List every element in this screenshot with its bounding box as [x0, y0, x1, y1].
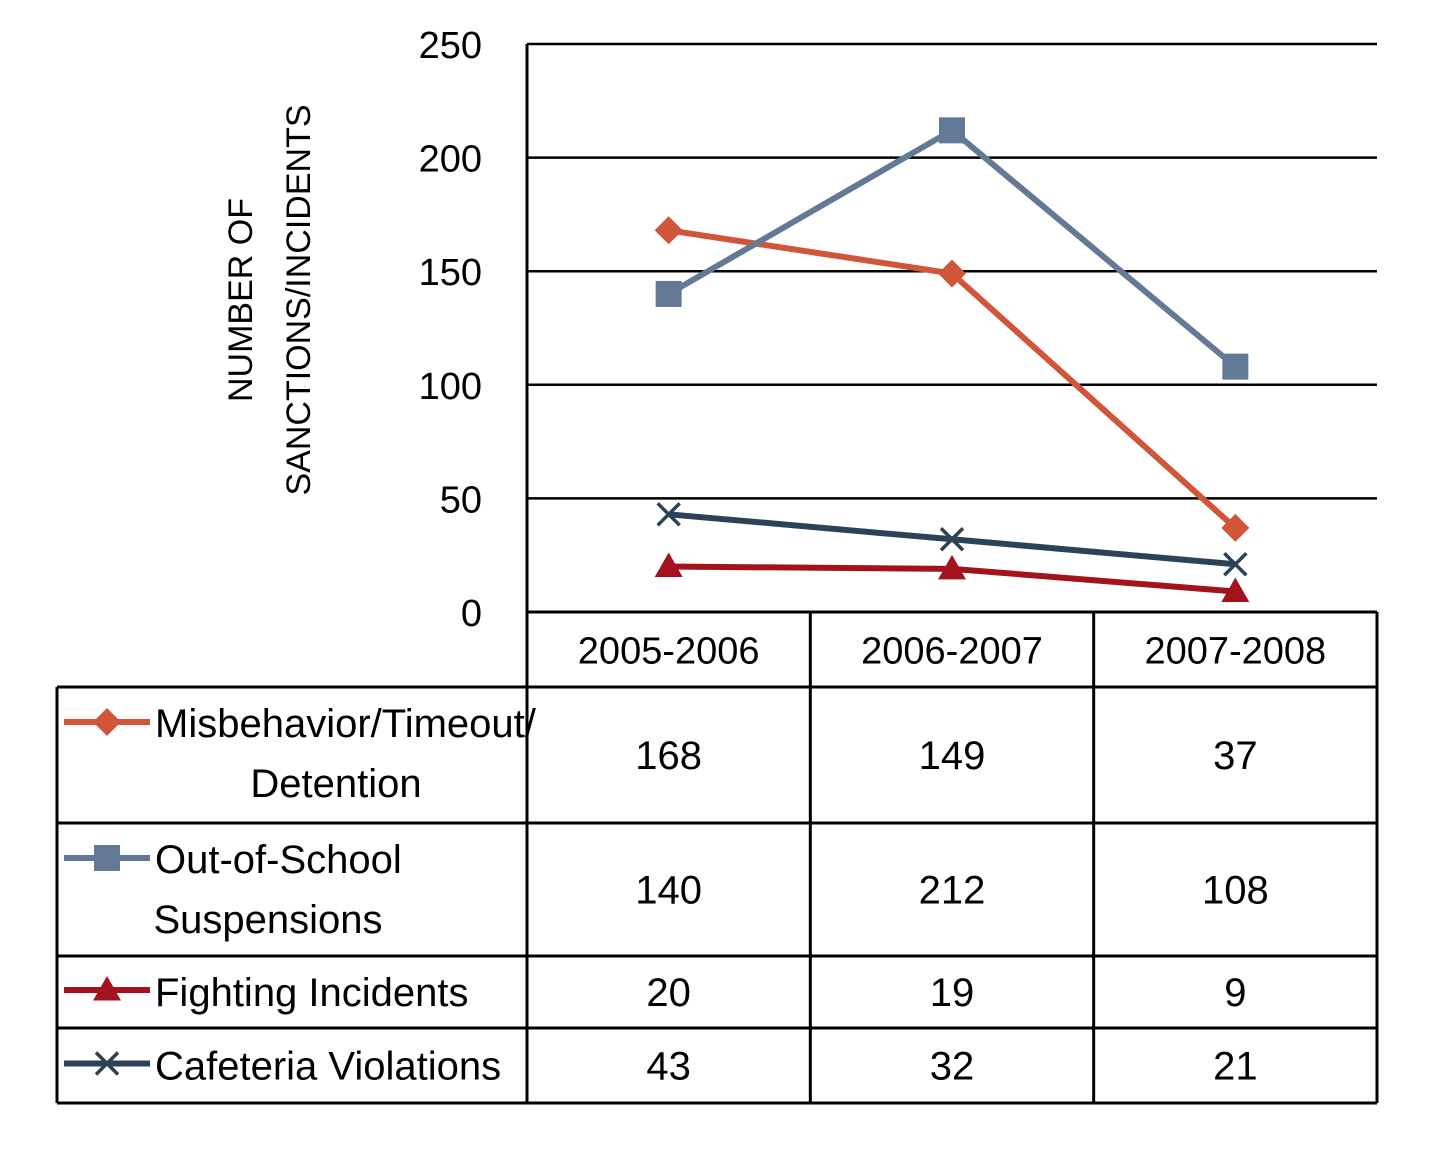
marker-triangle: [654, 552, 683, 578]
marker-diamond: [93, 708, 121, 736]
marker-square: [655, 280, 682, 307]
series-name: Detention: [250, 762, 421, 806]
legend-key: [64, 1051, 150, 1076]
series-layer: [654, 117, 1250, 603]
y-tick-label: 250: [419, 25, 482, 67]
y-axis-label-line: NUMBER OF: [222, 198, 260, 402]
category-label: 2006-2007: [861, 631, 1043, 673]
series-name: Out-of-School: [155, 838, 402, 882]
y-tick-label: 100: [419, 366, 482, 408]
table-cell-value: 43: [646, 1045, 691, 1089]
y-tick-label: 50: [440, 479, 482, 521]
table-cell-value: 37: [1213, 734, 1258, 778]
series-2: [654, 552, 1250, 603]
table-cell-value: 21: [1213, 1045, 1258, 1089]
y-tick-label: 0: [461, 593, 482, 635]
series-name: Misbehavior/Timeout/: [155, 702, 537, 746]
label-layer: NUMBER OF SANCTIONS/INCIDENTS: [222, 104, 318, 495]
legend-key: [64, 845, 150, 871]
series-name: Suspensions: [153, 898, 382, 942]
series-1: [655, 117, 1249, 380]
marker-x-stroke: [1223, 552, 1248, 577]
marker-diamond: [654, 216, 683, 245]
marker-triangle: [1221, 577, 1250, 603]
marker-square: [1222, 353, 1249, 380]
table-cell-value: 9: [1224, 971, 1246, 1015]
axis-layer: 0 50 100 150 200 250: [419, 25, 529, 1103]
series-line: [667, 127, 1238, 369]
table-cell-value: 168: [635, 734, 702, 778]
marker-x: [939, 527, 965, 552]
table-cell-value: 212: [919, 869, 986, 913]
marker-x: [94, 1051, 120, 1076]
table-cell-value: 108: [1202, 869, 1269, 913]
table-cell-value: 149: [919, 734, 986, 778]
marker-x-stroke: [94, 1051, 120, 1076]
legend-key: [64, 708, 150, 736]
marker-x-stroke: [656, 502, 681, 527]
marker-square: [939, 117, 965, 144]
marker-diamond: [1221, 513, 1250, 542]
y-tick-label: 150: [419, 252, 482, 294]
category-label: 2005-2006: [578, 631, 760, 673]
y-tick-label: 200: [419, 139, 482, 181]
data-table: 2005-2006 2006-2007 2007-2008 Misbehavior/T…: [55, 610, 1379, 1105]
table-cell-value: 20: [646, 971, 691, 1015]
marker-x: [656, 502, 681, 527]
marker-diamond: [938, 259, 966, 288]
series-0: [654, 216, 1250, 542]
legend-key: [64, 976, 150, 1001]
category-label: 2007-2008: [1144, 631, 1326, 673]
table-cell-value: 32: [930, 1045, 975, 1089]
marker-triangle: [938, 554, 966, 580]
table-cell-value: 19: [930, 971, 975, 1015]
table-cell-value: 140: [635, 869, 702, 913]
marker-x: [1223, 552, 1248, 577]
series-name: Cafeteria Violations: [155, 1045, 501, 1089]
marker-square: [94, 845, 120, 871]
marker-triangle: [93, 976, 121, 1001]
marker-x-stroke: [939, 527, 965, 552]
series-name: Fighting Incidents: [155, 971, 469, 1015]
y-axis-label-line: SANCTIONS/INCIDENTS: [280, 104, 318, 495]
y-axis-label: NUMBER OF SANCTIONS/INCIDENTS: [222, 104, 318, 495]
series-3: [656, 502, 1248, 577]
